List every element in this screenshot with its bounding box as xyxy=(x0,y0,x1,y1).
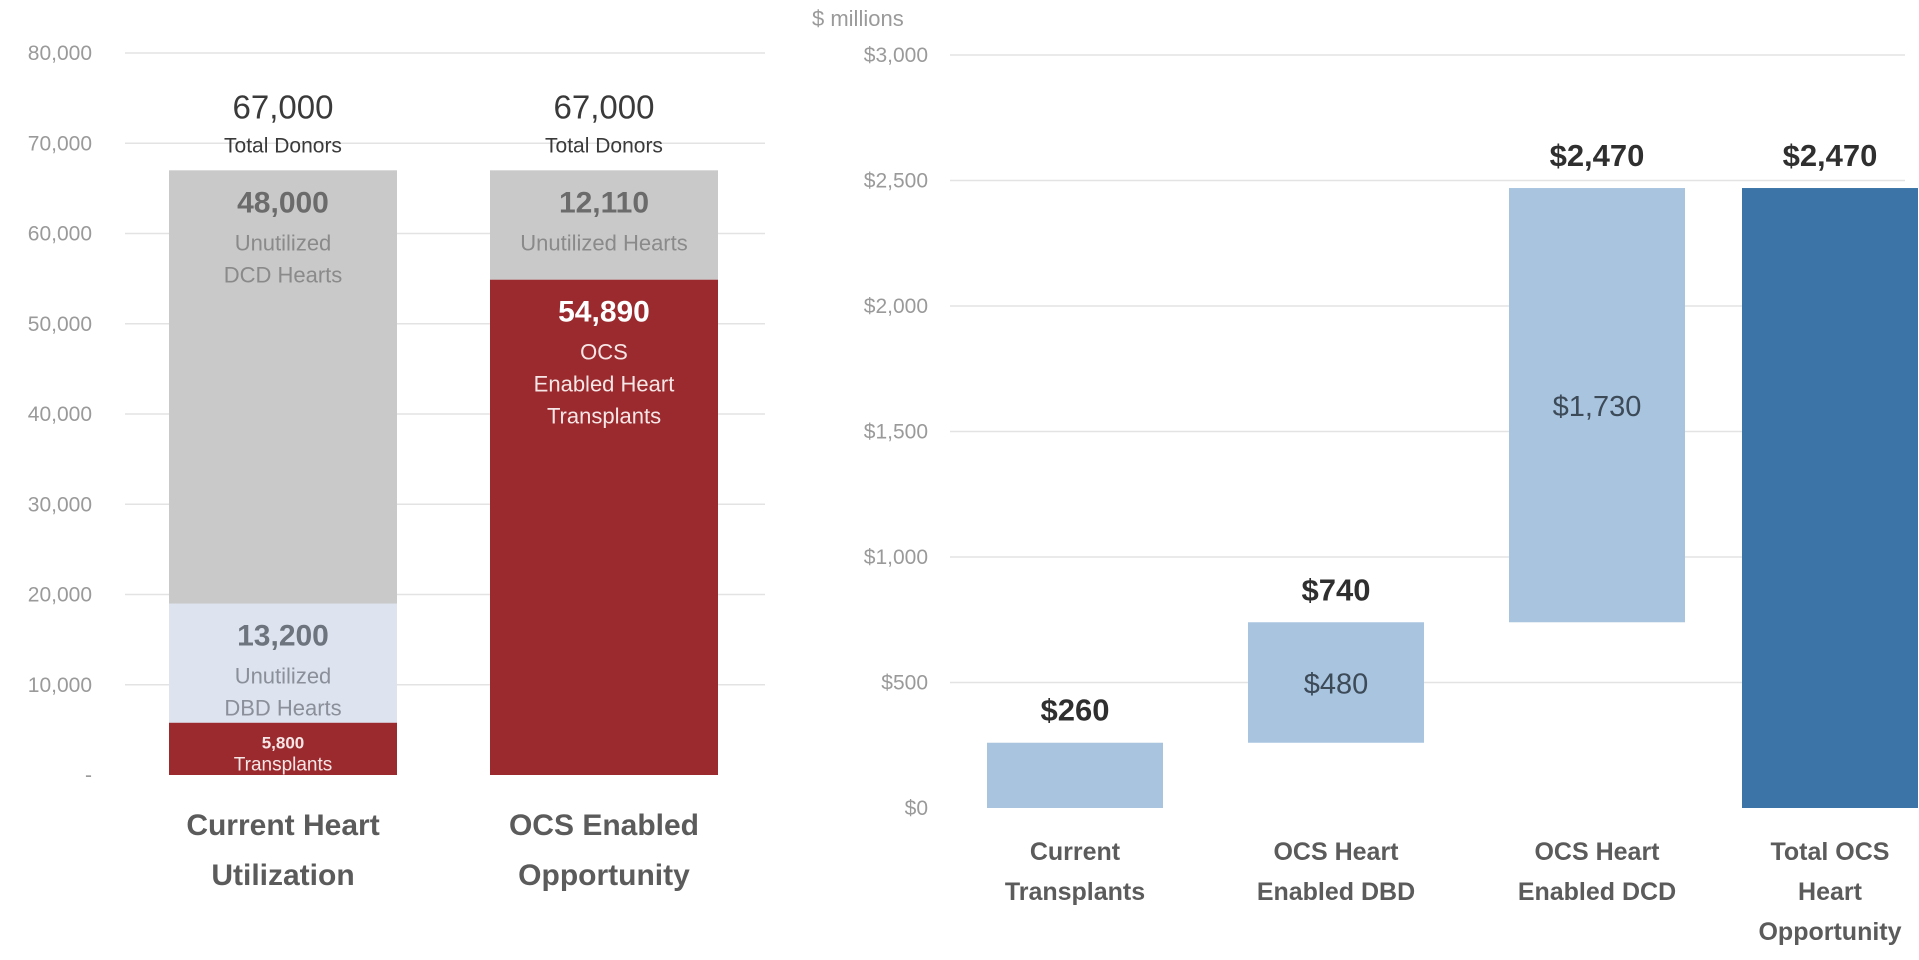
segment-caption: Transplants xyxy=(234,755,333,776)
y-tick-label: 70,000 xyxy=(28,132,92,155)
y-tick-label: $1,500 xyxy=(864,421,928,444)
segment-caption: Unutilized xyxy=(235,664,332,689)
x-category-label: Total OCS xyxy=(1771,838,1890,866)
waterfall-bar xyxy=(987,742,1163,808)
stack-segment xyxy=(490,170,718,280)
segment-caption: Enabled Heart xyxy=(534,372,675,397)
segment-value-label: 54,890 xyxy=(558,296,650,329)
y-tick-label: $1,000 xyxy=(864,546,928,569)
y-tick-label: $2,000 xyxy=(864,295,928,318)
segment-value-label: 12,110 xyxy=(559,186,649,219)
unit-label: $ millions xyxy=(812,6,904,31)
total-value-label: 67,000 xyxy=(233,88,334,125)
segment-value-label: 48,000 xyxy=(237,186,329,219)
total-caption: Total Donors xyxy=(224,134,342,157)
revenue-opportunity-chart: $ millions $0 $500 $1,000 $1,500 $2,000 $2,50… xyxy=(812,6,1918,946)
x-category-label: Opportunity xyxy=(1758,918,1901,946)
bar-increment-label: $480 xyxy=(1304,669,1369,701)
waterfall-bar xyxy=(1248,622,1424,743)
y-tick-label: - xyxy=(85,764,92,787)
stack-segment xyxy=(169,722,397,775)
y-tick-label: 10,000 xyxy=(28,674,92,697)
total-value-label: 67,000 xyxy=(554,88,655,125)
stack-segment xyxy=(169,170,397,604)
x-category-label: OCS Enabled xyxy=(509,809,699,842)
segment-caption: Unutilized xyxy=(235,230,332,255)
x-category-label: OCS Heart xyxy=(1273,838,1399,866)
y-tick-label: 80,000 xyxy=(28,42,92,65)
x-category-label: Utilization xyxy=(211,859,354,892)
segment-caption: Unutilized Hearts xyxy=(520,230,688,255)
y-tick-label: 30,000 xyxy=(28,493,92,516)
bar-total-label: $2,470 xyxy=(1783,138,1878,173)
y-tick-label: $0 xyxy=(905,797,928,820)
bar-increment-label: $1,730 xyxy=(1553,391,1642,423)
y-tick-label: $3,000 xyxy=(864,44,928,67)
stack-segment xyxy=(169,603,397,723)
y-tick-label: $2,500 xyxy=(864,170,928,193)
y-tick-label: 60,000 xyxy=(28,223,92,246)
y-tick-label: 50,000 xyxy=(28,313,92,336)
segment-caption: DCD Hearts xyxy=(224,262,343,287)
x-category-label: Heart xyxy=(1798,878,1863,906)
x-category-label: Opportunity xyxy=(518,859,690,892)
x-category-label: Enabled DCD xyxy=(1518,878,1676,906)
y-tick-label: 40,000 xyxy=(28,403,92,426)
bar-total-label: $740 xyxy=(1302,572,1371,607)
x-category-label: Transplants xyxy=(1005,878,1145,906)
x-category-label: Current Heart xyxy=(186,809,379,842)
x-category-label: OCS Heart xyxy=(1534,838,1660,866)
y-tick-label: $500 xyxy=(881,672,928,695)
bar-total-label: $2,470 xyxy=(1550,138,1645,173)
stack-segment xyxy=(490,279,718,775)
waterfall-bar xyxy=(1509,188,1685,623)
waterfall-bar xyxy=(1742,188,1918,808)
donor-utilization-chart: - 10,000 20,000 30,000 40,000 50,000 60,000 70,… xyxy=(28,42,765,892)
segment-caption: OCS xyxy=(580,340,628,365)
bar-total-label: $260 xyxy=(1041,693,1110,728)
segment-caption: DBD Hearts xyxy=(224,696,341,721)
x-category-label: Current xyxy=(1030,838,1121,866)
segment-caption: Transplants xyxy=(547,404,661,429)
x-category-label: Enabled DBD xyxy=(1257,878,1415,906)
total-caption: Total Donors xyxy=(545,134,663,157)
y-tick-label: 20,000 xyxy=(28,584,92,607)
segment-value-label: 13,200 xyxy=(237,620,329,653)
segment-value-label: 5,800 xyxy=(262,734,305,753)
